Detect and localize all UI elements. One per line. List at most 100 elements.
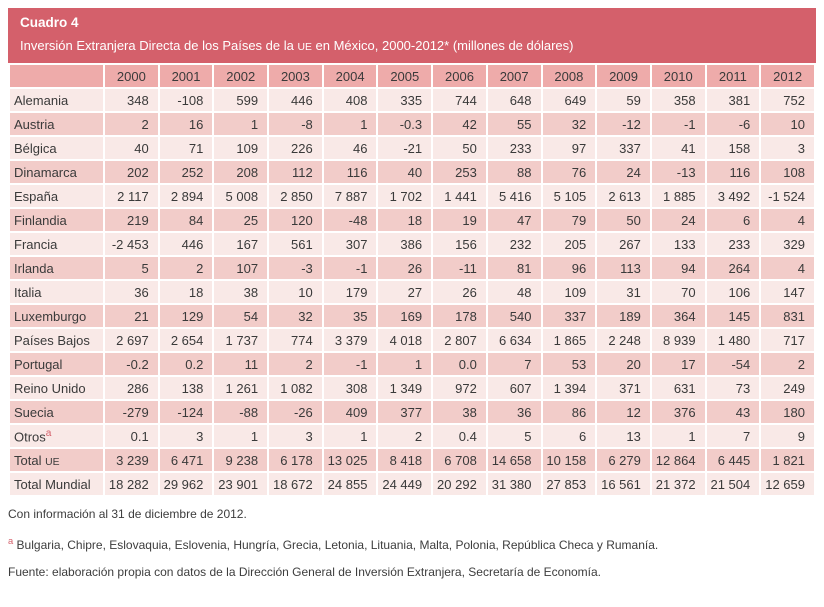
value-cell: 2 654 (157, 327, 215, 354)
value-cell: 70 (649, 279, 707, 306)
year-header-cell: 2011 (704, 63, 762, 90)
value-cell: 29 962 (157, 471, 215, 498)
table-row: Reino Unido 286 138 1 261 1 082 308 1 349 972 60… (8, 375, 816, 402)
value-cell: 20 292 (431, 471, 488, 498)
value-cell: 0.1 (103, 423, 160, 450)
country-label: Portugal (8, 351, 105, 378)
value-cell: 2 (157, 255, 215, 282)
value-cell: 337 (595, 135, 652, 162)
value-cell: 752 (759, 87, 816, 114)
value-cell: 10 (759, 111, 816, 138)
value-cell: 6 (704, 207, 762, 234)
value-cell: -0.2 (103, 351, 160, 378)
value-cell: 120 (267, 207, 324, 234)
country-label: Finlandia (8, 207, 105, 234)
table-row: Irlanda 5 2 107 -3 -1 26 -11 81 96 113 94 264 4 (8, 255, 816, 282)
table-title: Cuadro 4 (20, 15, 79, 30)
value-cell: 38 (431, 399, 488, 426)
value-cell: 32 (540, 111, 598, 138)
value-cell: 81 (485, 255, 543, 282)
value-cell: 180 (759, 399, 816, 426)
value-cell: 32 (267, 303, 324, 330)
value-cell: 337 (540, 303, 598, 330)
value-cell: 2 (376, 423, 434, 450)
value-cell: 1 (212, 423, 270, 450)
value-cell: -108 (157, 87, 215, 114)
value-cell: 18 672 (267, 471, 324, 498)
value-cell: 16 561 (595, 471, 652, 498)
value-cell: 233 (485, 135, 543, 162)
value-cell: 1 349 (376, 375, 434, 402)
value-cell: 106 (704, 279, 762, 306)
value-cell: 253 (431, 159, 488, 186)
value-cell: 23 901 (212, 471, 270, 498)
table-body: Alemania 348 -108 599 446 408 335 744 648 649 59 35… (8, 87, 816, 498)
page: Cuadro 4 Inversión Extranjera Directa de… (8, 8, 816, 593)
value-cell: -13 (649, 159, 707, 186)
value-cell: 27 853 (540, 471, 598, 498)
value-cell: -0.3 (376, 111, 434, 138)
value-cell: 1 737 (212, 327, 270, 354)
value-cell: -48 (321, 207, 379, 234)
value-cell: 107 (212, 255, 270, 282)
value-cell: 7 887 (321, 183, 379, 210)
value-cell: 178 (431, 303, 488, 330)
value-cell: 24 449 (376, 471, 434, 498)
value-cell: 3 492 (704, 183, 762, 210)
table-row: Austria 2 16 1 -8 1 -0.3 42 55 32 -12 -1 -6 10 (8, 111, 816, 138)
value-cell: 18 (376, 207, 434, 234)
value-cell: 376 (649, 399, 707, 426)
table-row: Total UE 3 239 6 471 9 238 6 178 13 025 8 418 6… (8, 447, 816, 474)
value-cell: 4 (759, 255, 816, 282)
value-cell: 2 (103, 111, 160, 138)
value-cell: 36 (103, 279, 160, 306)
value-cell: 4 018 (376, 327, 434, 354)
value-cell: 4 (759, 207, 816, 234)
country-label: Otrosa (8, 423, 105, 450)
value-cell: 116 (321, 159, 379, 186)
value-cell: 41 (649, 135, 707, 162)
table-row: España 2 117 2 894 5 008 2 850 7 887 1 702 1 44… (8, 183, 816, 210)
value-cell: 1 885 (649, 183, 707, 210)
value-cell: 2 117 (103, 183, 160, 210)
value-cell: 5 (103, 255, 160, 282)
value-cell: 1 (649, 423, 707, 450)
value-cell: 40 (376, 159, 434, 186)
year-header-cell: 2000 (103, 63, 160, 90)
year-header-cell: 2009 (595, 63, 652, 90)
value-cell: 50 (595, 207, 652, 234)
country-label: Francia (8, 231, 105, 258)
value-cell: 5 (485, 423, 543, 450)
country-label: Suecia (8, 399, 105, 426)
value-cell: 43 (704, 399, 762, 426)
value-cell: -54 (704, 351, 762, 378)
value-cell: -12 (595, 111, 652, 138)
value-cell: 2 248 (595, 327, 652, 354)
value-cell: 1 394 (540, 375, 598, 402)
value-cell: -1 (649, 111, 707, 138)
value-cell: 1 (376, 351, 434, 378)
table-subtitle: Inversión Extranjera Directa de los País… (20, 37, 574, 53)
value-cell: 13 025 (321, 447, 379, 474)
country-label: Total UE (8, 447, 105, 474)
value-cell: -1 524 (759, 183, 816, 210)
country-label: Países Bajos (8, 327, 105, 354)
value-cell: 116 (704, 159, 762, 186)
value-cell: 21 372 (649, 471, 707, 498)
value-cell: 3 (157, 423, 215, 450)
country-label: Bélgica (8, 135, 105, 162)
note-source: Fuente: elaboración propia con datos de … (8, 565, 602, 580)
value-cell: 3 (267, 423, 324, 450)
value-cell: -88 (212, 399, 270, 426)
country-label: Austria (8, 111, 105, 138)
table-row: Bélgica 40 71 109 226 46 -21 50 233 97 337 41 158 3 (8, 135, 816, 162)
value-cell: 112 (267, 159, 324, 186)
note-countries: a Bulgaria, Chipre, Eslovaquia, Esloveni… (8, 535, 816, 554)
value-cell: 308 (321, 375, 379, 402)
value-cell: 381 (704, 87, 762, 114)
value-cell: 24 (595, 159, 652, 186)
value-cell: 2 (267, 351, 324, 378)
value-cell: 158 (704, 135, 762, 162)
value-cell: 31 380 (485, 471, 543, 498)
value-cell: 76 (540, 159, 598, 186)
